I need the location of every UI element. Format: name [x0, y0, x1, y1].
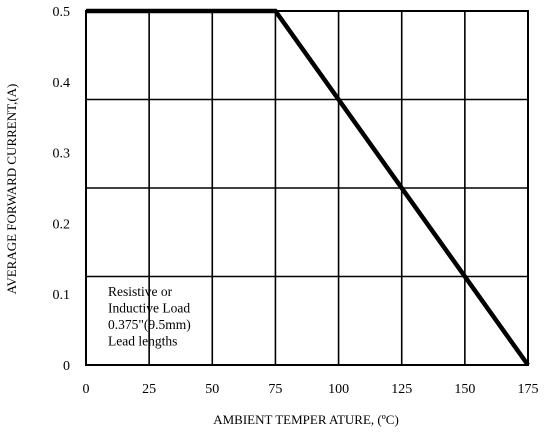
y-tick-label: 0.5: [53, 5, 71, 20]
x-tick-label: 100: [328, 382, 349, 397]
y-tick-label: 0.1: [53, 288, 71, 303]
series-layer: [86, 8, 530, 367]
plot-frame: [85, 10, 529, 366]
x-tick-labels: 0 25 50 75 100 125 150 175: [83, 382, 539, 397]
load-note-line: 0.375"(9.5mm): [108, 317, 191, 332]
y-tick-label: 0: [63, 359, 70, 374]
y-tick-label: 0.2: [53, 217, 71, 232]
x-tick-label: 0: [83, 382, 90, 397]
load-note-line: Lead lengths: [108, 334, 177, 349]
x-tick-label: 125: [391, 382, 412, 397]
y-tick-labels: 0 0.1 0.2 0.3 0.4 0.5: [53, 5, 71, 374]
load-note-line: Resistive or: [108, 284, 173, 299]
x-tick-label: 175: [518, 382, 539, 397]
y-axis-label: AVERAGE FORWARD CURRENT,(A): [4, 84, 19, 295]
x-axis-label: AMBIENT TEMPER ATURE, (ºC): [213, 412, 399, 427]
x-tick-label: 75: [268, 382, 282, 397]
y-tick-label: 0.4: [53, 76, 71, 91]
load-note-line: Inductive Load: [108, 301, 190, 316]
x-tick-label: 150: [454, 382, 475, 397]
x-tick-label: 25: [142, 382, 156, 397]
x-tick-label: 50: [205, 382, 219, 397]
derating-curve-line: [86, 8, 530, 367]
y-tick-label: 0.3: [53, 147, 71, 162]
plot-border: [85, 10, 529, 366]
